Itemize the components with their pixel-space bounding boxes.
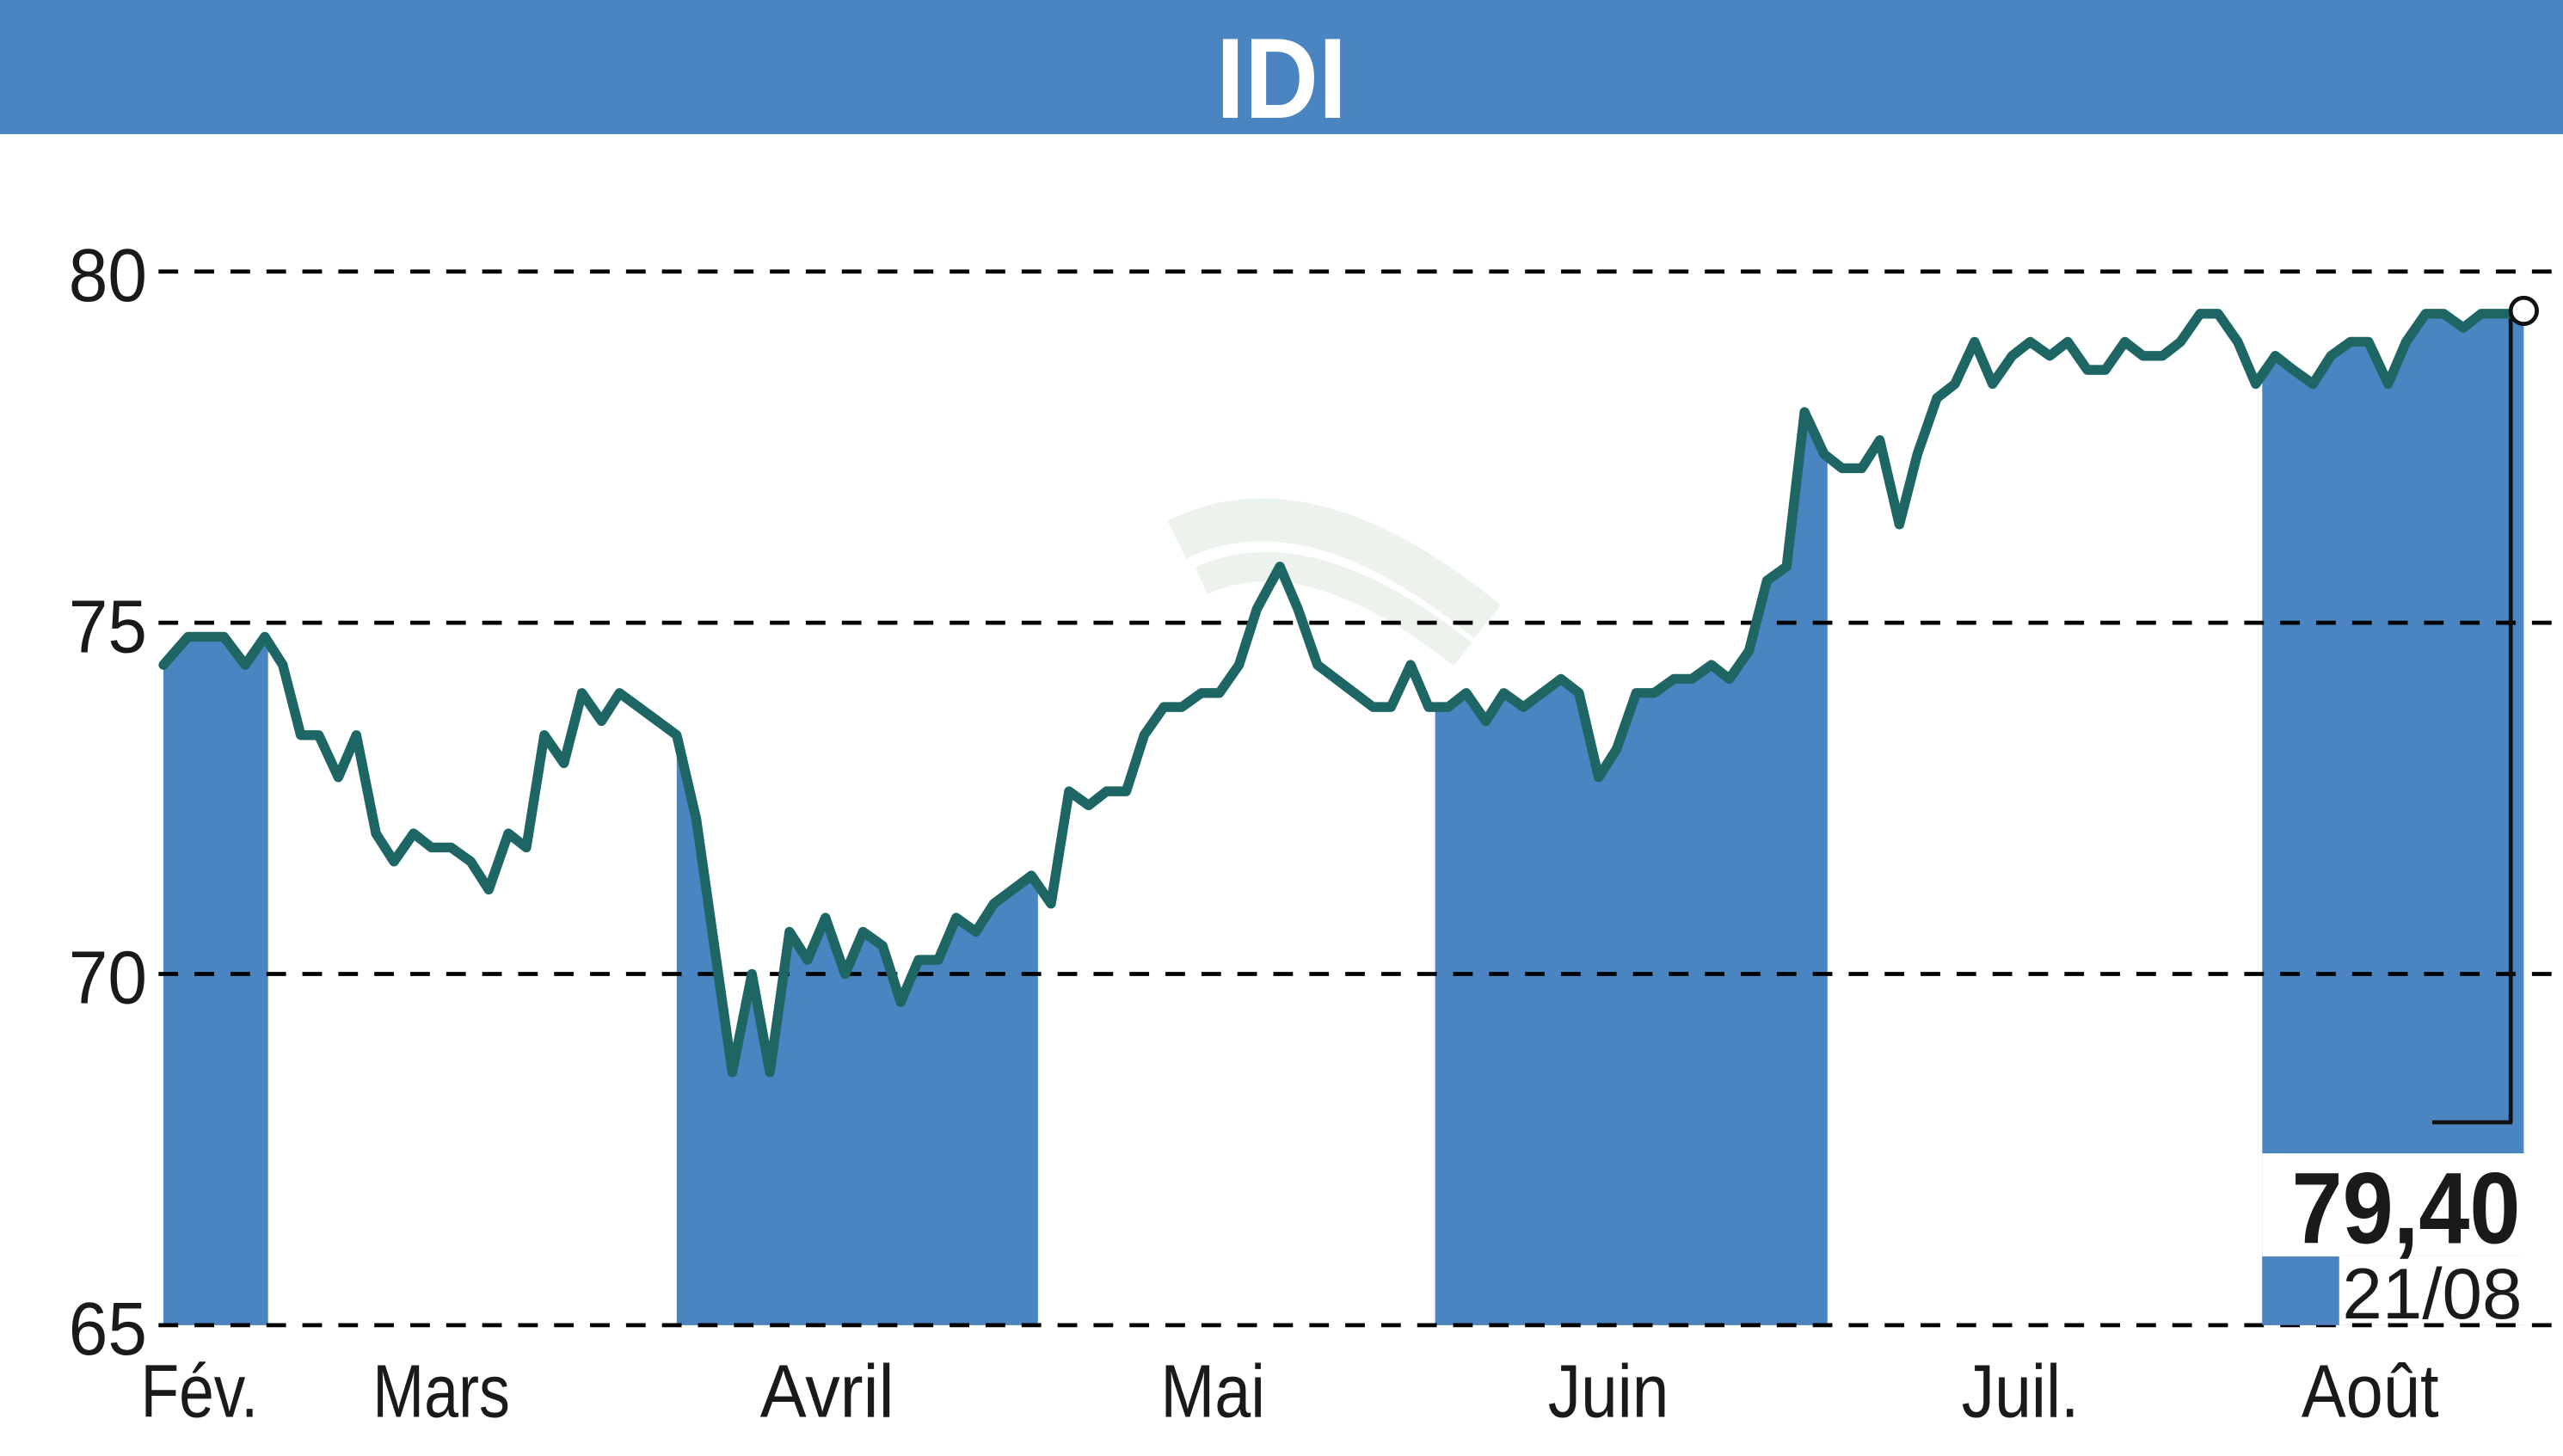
month-band [1435,412,1828,1325]
x-month-label: Juil. [1962,1348,2080,1433]
month-band [2262,313,2524,1325]
x-month-label: Août [2302,1348,2439,1433]
month-band [163,636,268,1325]
last-point-marker[interactable] [2508,295,2539,327]
x-month-label: Juin [1548,1348,1669,1433]
y-axis-labels: 65 70 75 80 [69,233,147,1371]
month-band [676,734,1038,1325]
last-date-label: 21/08 [2342,1253,2522,1334]
x-month-label: Mars [372,1348,510,1433]
last-value-label: 79,40 [2292,1152,2521,1265]
x-month-label: Fév. [140,1348,258,1433]
y-tick-label: 65 [69,1287,147,1371]
legend-swatch [2262,1256,2339,1325]
month-bands [163,313,2528,1325]
last-value-bracket [2431,310,2513,1125]
chart-title: IDI [1216,15,1347,143]
x-month-label: Mai [1160,1348,1265,1433]
gridlines [158,269,2563,1328]
y-tick-label: 75 [69,584,147,668]
header-bar [0,0,2563,134]
price-line [158,309,2529,1078]
x-month-label: Avril [760,1348,894,1433]
watermark-logo-icon [1167,498,1502,667]
x-axis-labels: Fév. Mars Avril Mai Juin Juil. Août [140,1348,2438,1433]
y-tick-label: 80 [69,233,147,317]
y-tick-label: 70 [69,936,147,1020]
